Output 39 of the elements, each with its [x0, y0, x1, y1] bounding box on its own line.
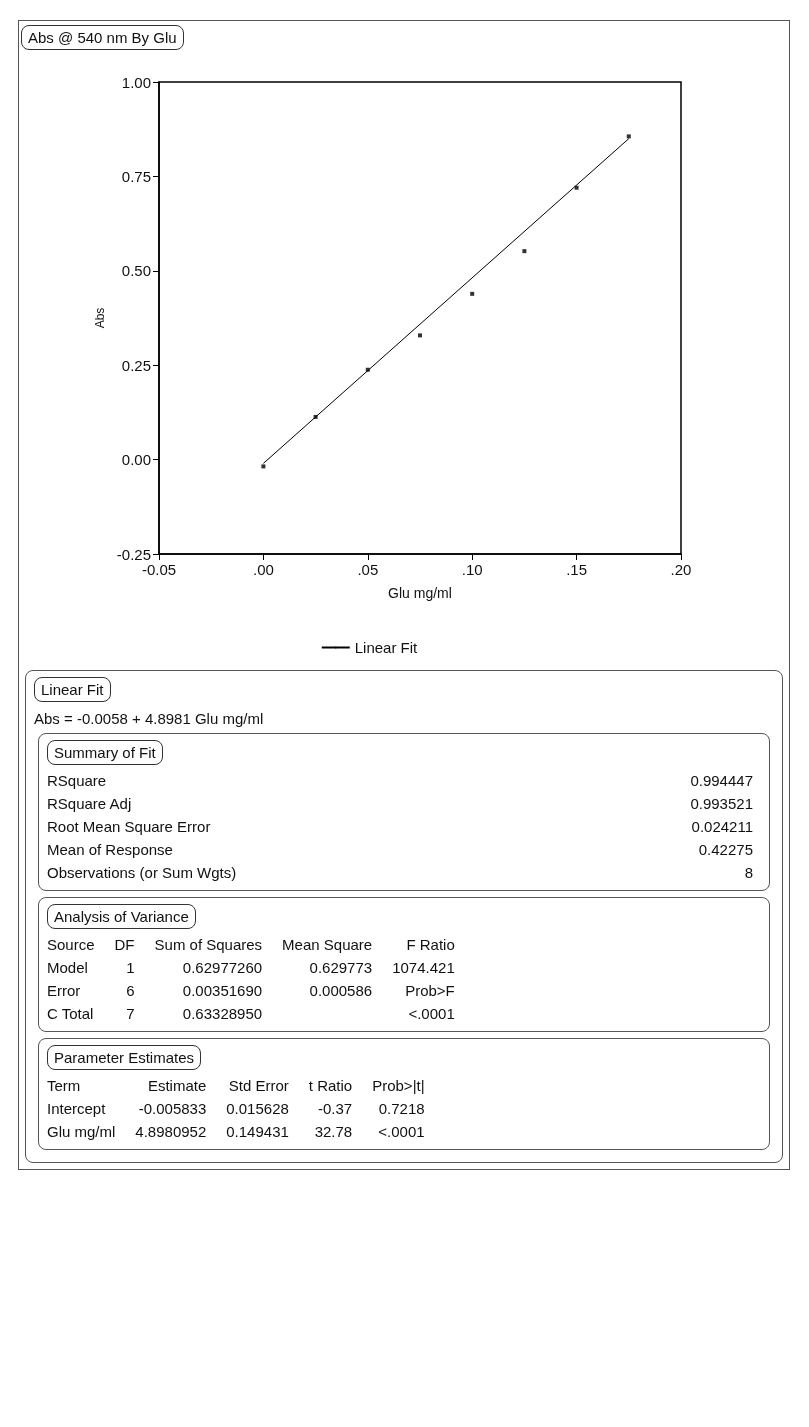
- text: Intercept -0.005833 0.015628 -0.37 0.7218: [47, 1100, 425, 1117]
- chart-title: Abs @ 540 nm By Glu: [21, 25, 184, 50]
- point: [522, 249, 527, 254]
- point: [418, 333, 422, 338]
- y-axis-title: Abs: [92, 307, 107, 329]
- y-tick-label: 0.75: [121, 167, 151, 185]
- point: [574, 185, 579, 190]
- point: [261, 464, 266, 469]
- x-tick-label: .00: [252, 561, 274, 578]
- text: Error 6 0.00351690 0.000586 Prob>F: [47, 982, 455, 999]
- text: Root Mean Square Error 0.024211: [47, 818, 753, 835]
- text: Mean of Response 0.42275: [47, 841, 753, 858]
- text: Linear Fit: [34, 677, 111, 702]
- x-tick-label: .15: [566, 561, 588, 578]
- text: Observations (or Sum Wgts) 8: [47, 864, 753, 881]
- text: Glu mg/ml 4.8980952 0.149431 32.78 <.0001: [47, 1123, 425, 1140]
- y-tick-label: 0.25: [121, 356, 151, 374]
- text: Source DF Sum of Squares Mean Square F Ratio: [47, 936, 455, 953]
- text: C Total 7 0.63328950 <.0001: [47, 1005, 455, 1022]
- text: Model 1 0.62977260 0.629773 1074.421: [47, 959, 455, 976]
- x-tick-label: .10: [461, 561, 483, 578]
- y-tick-label: 1.00: [121, 73, 151, 91]
- x-axis-title: Glu mg/ml: [388, 585, 452, 601]
- point: [626, 134, 631, 139]
- y-tick-label: 0.50: [121, 262, 151, 280]
- x-tick-label: -0.05: [141, 561, 177, 578]
- text: Parameter Estimates: [47, 1045, 202, 1070]
- y-tick-label: -0.25: [116, 545, 151, 563]
- x-tick-label: .20: [670, 561, 692, 578]
- text: RSquare 0.994447: [47, 772, 753, 789]
- text: Summary of Fit: [47, 740, 163, 765]
- text: Abs = -0.0058 + 4.8981 Glu mg/ml: [34, 710, 265, 727]
- x-tick-label: .05: [357, 561, 379, 578]
- point: [470, 291, 475, 296]
- text: Analysis of Variance: [47, 904, 196, 929]
- text: Term Estimate Std Error t Ratio Prob>|t|: [47, 1077, 425, 1094]
- text: RSquare Adj 0.993521: [47, 795, 753, 812]
- legend-label: Linear Fit: [354, 639, 419, 656]
- y-tick-label: 0.00: [121, 451, 151, 469]
